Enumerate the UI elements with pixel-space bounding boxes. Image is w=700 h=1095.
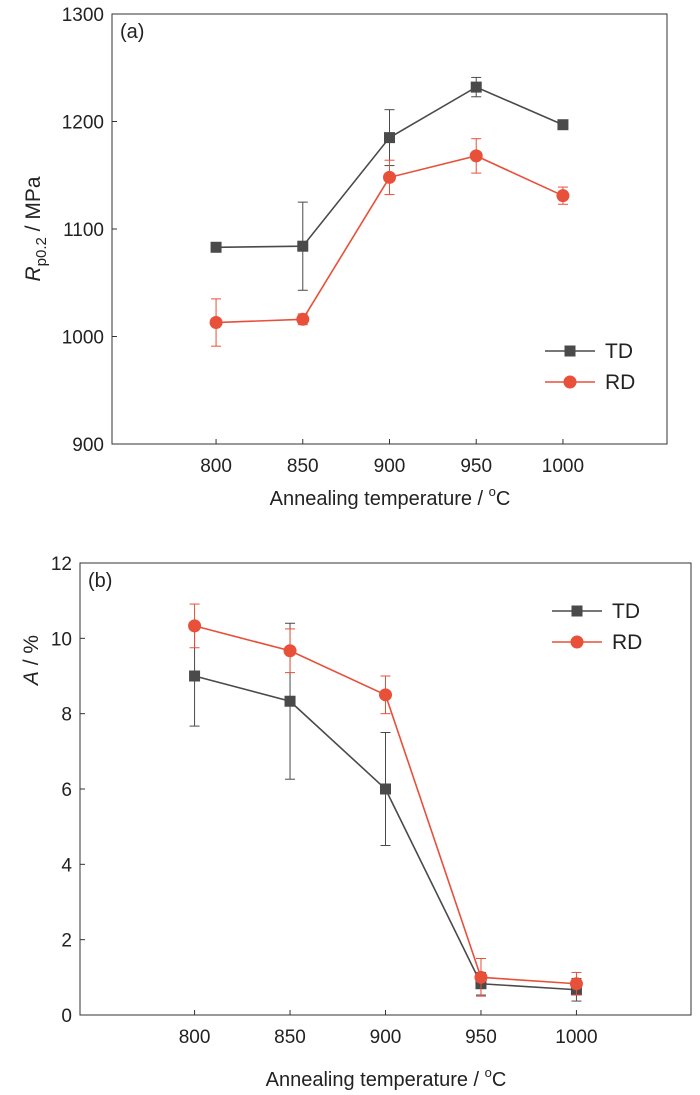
x-tick-label: 800	[179, 1027, 211, 1048]
data-point	[297, 240, 309, 252]
panel-label: (a)	[120, 21, 144, 43]
chart-panel-b: (b) Annealing temperature / oC A / % 0 2 4…	[20, 554, 692, 1091]
y-tick-label: 10	[51, 629, 72, 650]
legend-label: RD	[612, 631, 642, 654]
data-point	[384, 132, 395, 144]
y-tick-label: 900	[72, 435, 104, 456]
legend-marker	[563, 375, 577, 389]
legend-marker	[571, 605, 583, 617]
data-point	[189, 670, 201, 682]
x-axis-label: Annealing temperature / oC	[270, 484, 511, 510]
series-td	[210, 76, 569, 291]
y-tick-label: 2	[61, 931, 72, 952]
legend-marker	[570, 635, 584, 649]
data-point	[379, 688, 392, 702]
legend: TD RD	[545, 340, 635, 394]
y-tick-label: 1300	[62, 5, 104, 26]
x-tick-label: 800	[200, 456, 232, 477]
x-tick-label: 850	[287, 456, 319, 477]
x-tick-label: 900	[370, 1027, 402, 1048]
y-tick-label: 1200	[62, 113, 104, 134]
y-axis-label: Rp0.2 / MPa	[22, 176, 50, 281]
x-axis-label: Annealing temperature / oC	[266, 1065, 507, 1091]
data-point	[470, 81, 482, 93]
x-tick-label: 900	[374, 456, 406, 477]
x-tick-label: 1000	[555, 1027, 597, 1048]
data-point	[209, 316, 223, 330]
y-tick-label: 6	[61, 780, 72, 801]
series-rd	[209, 138, 570, 347]
data-point	[474, 970, 488, 984]
y-tick-label: 4	[61, 855, 72, 876]
x-tick-label: 950	[465, 1027, 497, 1048]
data-point	[557, 119, 569, 131]
data-point	[283, 644, 297, 658]
data-point	[469, 149, 483, 163]
plot-frame	[111, 13, 668, 445]
series-rd	[188, 603, 583, 997]
legend-label: TD	[605, 340, 633, 363]
y-tick-label: 1100	[63, 220, 104, 241]
y-tick-label: 12	[51, 554, 72, 575]
data-point	[296, 312, 310, 326]
legend: TD RD	[552, 600, 642, 654]
x-tick-label: 1000	[542, 456, 584, 477]
y-tick-label: 8	[61, 705, 72, 726]
legend-label: RD	[605, 371, 635, 394]
data-point	[188, 619, 202, 633]
y-tick-label: 1000	[62, 328, 104, 349]
data-point	[556, 189, 570, 203]
x-tick-label: 850	[274, 1027, 306, 1048]
data-point	[210, 241, 222, 253]
y-axis-label: A / %	[20, 635, 43, 687]
data-point	[284, 695, 296, 707]
x-tick-label: 950	[460, 456, 492, 477]
data-point	[383, 170, 396, 184]
chart-panel-a: (a) Annealing temperature / oC Rp0.2 / M…	[22, 5, 668, 510]
data-point	[380, 783, 391, 795]
legend-label: TD	[612, 600, 640, 623]
legend-marker	[564, 345, 576, 357]
data-point	[569, 977, 583, 991]
y-tick-label: 0	[61, 1006, 72, 1027]
panel-label: (b)	[88, 570, 112, 592]
